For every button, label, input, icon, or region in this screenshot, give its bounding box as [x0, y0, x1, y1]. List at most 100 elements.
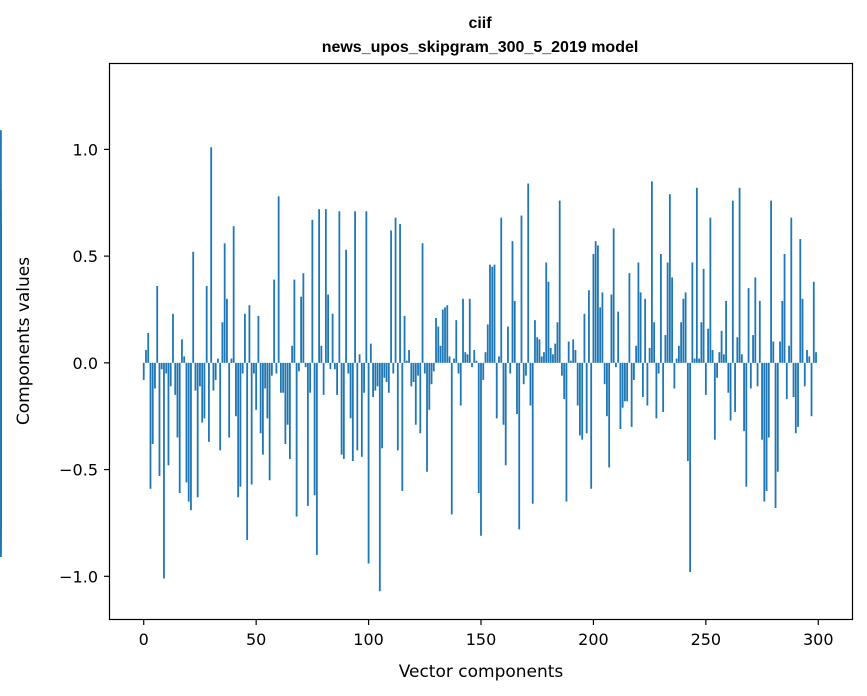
bar-196: [583, 313, 586, 363]
bar-284: [781, 300, 784, 363]
bar-130: [435, 318, 437, 363]
bar-246: [695, 187, 698, 363]
bar-83: [329, 362, 332, 370]
bar-207: [608, 362, 611, 468]
bar-259: [725, 300, 727, 363]
bar-149: [477, 362, 480, 494]
bar-271: [752, 335, 754, 363]
bar-178: [543, 352, 545, 363]
bar-52: [259, 362, 262, 434]
bar-143: [464, 352, 467, 363]
bar-15: [176, 362, 179, 438]
bar-160: [502, 362, 505, 425]
bar-88: [340, 362, 343, 455]
bar-33: [217, 358, 219, 363]
bar-252: [709, 217, 712, 363]
bar-211: [617, 311, 620, 363]
bar-253: [711, 350, 714, 363]
bar-179: [545, 262, 548, 363]
bar-265: [738, 187, 741, 363]
bar-121: [414, 362, 417, 425]
bar-71: [302, 273, 305, 363]
bar-286: [785, 362, 788, 400]
bar-202: [597, 245, 599, 363]
bar-105: [378, 362, 381, 592]
bar-283: [779, 341, 781, 363]
bar-177: [540, 356, 543, 363]
bar-168: [520, 215, 523, 363]
bar-218: [633, 362, 635, 380]
y-tick-label: −1.0: [59, 567, 98, 586]
bar-45: [244, 313, 246, 363]
bar-47: [248, 305, 251, 363]
bar-136: [448, 356, 451, 363]
bar-174: [534, 320, 536, 363]
bar-299: [815, 352, 817, 363]
bar-4: [151, 362, 154, 444]
bar-69: [297, 362, 300, 372]
bar-233: [666, 262, 669, 363]
bar-257: [720, 330, 723, 363]
bar-undefined: [0, 362, 2, 385]
bar-291: [797, 362, 799, 427]
bar-269: [747, 288, 750, 363]
bar-115: [401, 362, 404, 491]
bar-117: [405, 360, 408, 363]
bar-200: [592, 253, 595, 363]
bar-263: [734, 362, 736, 412]
bar-123: [419, 362, 422, 434]
bar-21: [190, 362, 192, 511]
bar-87: [338, 211, 341, 363]
bar-164: [511, 241, 514, 363]
x-axis-ticks: 0 50 100 150 200 250 300: [139, 619, 834, 649]
bar-172: [529, 362, 532, 406]
x-tick-label: 50: [246, 630, 266, 649]
bar-23: [194, 362, 197, 391]
bar-101: [369, 343, 372, 363]
bar-104: [376, 362, 379, 387]
bar-163: [509, 362, 512, 374]
bars-group: [0, 130, 817, 592]
bar-7: [158, 362, 161, 476]
bar-140: [457, 362, 460, 374]
bar-108: [385, 362, 388, 383]
bar-16: [178, 362, 181, 494]
bar-159: [500, 217, 503, 363]
bar-55: [266, 362, 269, 419]
bar-151: [482, 362, 485, 380]
bar-154: [489, 264, 491, 363]
bar-204: [601, 292, 604, 363]
bar-182: [552, 354, 554, 363]
bar-84: [331, 313, 334, 363]
y-tick-label: 0.5: [73, 247, 98, 266]
bar-61: [279, 362, 282, 393]
bar-86: [336, 362, 338, 395]
x-tick-label: 100: [353, 630, 384, 649]
bar-35: [221, 322, 224, 363]
bar-34: [219, 362, 222, 451]
bar-70: [300, 296, 303, 363]
bar-22: [192, 251, 195, 363]
bar-268: [745, 362, 748, 487]
bar-208: [610, 294, 613, 363]
bar-38: [228, 362, 231, 438]
bar-171: [527, 183, 530, 363]
bar-30: [210, 147, 213, 363]
bar-43: [239, 362, 242, 487]
bar-261: [729, 362, 732, 421]
x-tick-label: 0: [139, 630, 149, 649]
bar-62: [282, 362, 285, 393]
bar-113: [396, 362, 399, 451]
bar-85: [333, 362, 336, 370]
bar-245: [693, 358, 696, 363]
bar-56: [268, 362, 271, 481]
bar-244: [691, 262, 694, 363]
bar-223: [644, 298, 647, 363]
bar-167: [518, 362, 521, 530]
bar-255: [716, 362, 718, 378]
bar-205: [603, 362, 606, 385]
bar-279: [770, 200, 772, 363]
bar-131: [437, 326, 440, 363]
bar-12: [169, 362, 172, 387]
bar-285: [783, 253, 786, 363]
